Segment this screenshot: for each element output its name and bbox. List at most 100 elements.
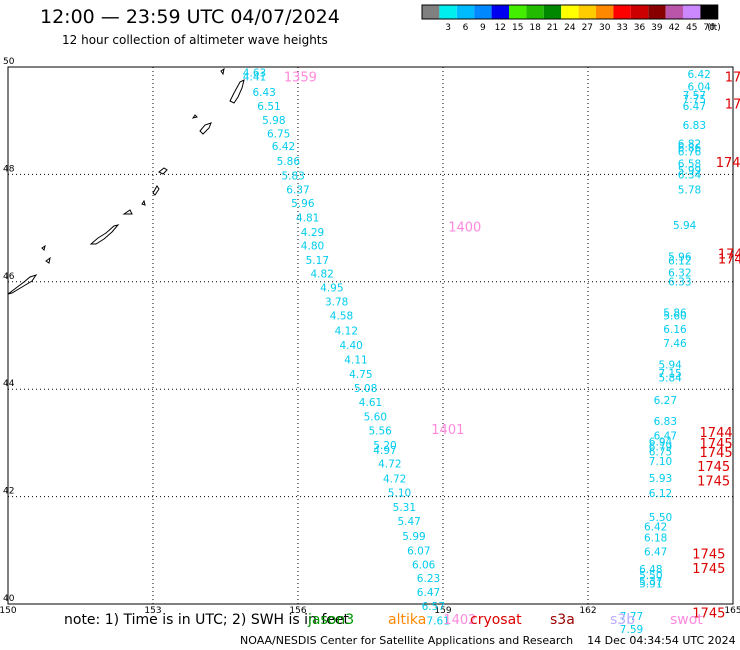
note-text: note: 1) Time is in UTC; 2) SWH is in fe… — [64, 612, 350, 628]
swh-value-cryosat: 5.94 — [658, 359, 682, 371]
map-frame: 150 153 156 159 162 165 40 42 44 46 48 50 — [0, 57, 740, 616]
swh-value-cryosat: 6.83 — [654, 416, 677, 428]
pass-time-label: 1745 — [692, 548, 725, 563]
swh-value-cryosat: 6.04 — [687, 81, 711, 93]
swh-value-cryosat: 6.47 — [644, 546, 667, 558]
pass-time-label: 1401 — [431, 423, 464, 438]
swh-value-cryosat: 6.27 — [654, 395, 677, 407]
swh-value-cryosat: 6.47 — [654, 430, 677, 442]
swh-value-swot: 4.80 — [301, 240, 324, 252]
legend-tick-label: 27 — [582, 23, 593, 33]
footer-credit: NOAA/NESDIS Center for Satellite Applica… — [240, 634, 736, 647]
y-tick-label: 42 — [3, 487, 14, 497]
swh-value-swot: 4.40 — [339, 340, 362, 352]
pass-time-label: 1745 — [700, 446, 733, 461]
coastline-island — [89, 224, 120, 245]
swh-value-swot: 6.75 — [267, 129, 290, 141]
swh-value-swot: 4.12 — [335, 326, 358, 338]
coastline-island — [220, 67, 225, 76]
legend-swatch — [543, 5, 562, 19]
swh-value-swot: 6.47 — [417, 587, 440, 599]
legend-tick-label: 30 — [599, 23, 611, 33]
swh-value-cryosat: 6.42 — [687, 69, 710, 81]
coastline-island — [199, 122, 212, 135]
swh-value-swot: 6.42 — [272, 141, 295, 153]
swh-value-cryosat: 5.99 — [678, 165, 701, 177]
legend-tick-label: 21 — [547, 23, 558, 33]
swh-value-swot: 6.51 — [257, 101, 280, 113]
swh-value-swot: 4.58 — [330, 311, 353, 323]
swh-value-cryosat: 6.86 — [678, 143, 702, 155]
swh-value-cryosat: 5.50 — [649, 512, 672, 524]
x-tick-label: 165 — [724, 606, 740, 616]
credit-text: NOAA/NESDIS Center for Satellite Applica… — [240, 634, 574, 647]
chart-title: 12:00 — 23:59 UTC 04/07/2024 — [40, 6, 340, 28]
x-tick-label: 150 — [0, 606, 17, 616]
swh-value-swot: 5.08 — [354, 383, 377, 395]
chart-subtitle: 12 hour collection of altimeter wave hei… — [62, 33, 328, 47]
pass-time-label: 1745 — [692, 607, 725, 622]
coastline-island — [152, 185, 160, 196]
swh-value-cryosat: 6.58 — [678, 159, 701, 171]
legend-swatch — [491, 5, 509, 19]
swh-value-cryosat: 6.34 — [678, 169, 702, 181]
legend-tick-label: 12 — [495, 23, 506, 33]
swh-value-cryosat: 6.75 — [649, 446, 672, 458]
swh-value-cryosat: 6.47 — [683, 101, 706, 113]
swh-value-swot: 6.37 — [286, 184, 309, 196]
swh-value-swot: 4.72 — [383, 473, 406, 485]
pass-time-label: 1744 — [718, 247, 740, 262]
coastline-mainland — [7, 274, 38, 295]
swh-value-cryosat: 7.75 — [683, 94, 706, 106]
swh-value-swot: 6.06 — [412, 559, 436, 571]
swh-value-cryosat: 5.86 — [663, 307, 687, 319]
swh-value-cryosat: 6.42 — [644, 522, 667, 534]
swh-value-swot: 6.57 — [422, 601, 445, 613]
swh-value-swot: 4.81 — [296, 212, 319, 224]
legend-tick-label: 45 — [686, 23, 697, 33]
swh-value-cryosat: 6.32 — [668, 268, 691, 280]
pass-time-label: 1744 — [718, 253, 740, 268]
legend-swatch — [700, 5, 718, 19]
legend-tick-label: 33 — [616, 23, 627, 33]
swh-value-swot: 5.56 — [368, 426, 392, 438]
satellite-cryosat-label: cryosat — [470, 612, 522, 628]
satellite-s3b-label: s3b — [610, 612, 636, 628]
swh-value-swot: 5.83 — [281, 170, 304, 182]
swh-value-cryosat: 6.48 — [639, 564, 662, 576]
legend-tick-label: 42 — [669, 23, 680, 33]
swh-value-swot: 4.97 — [373, 445, 396, 457]
coastline-island — [158, 167, 168, 175]
satellite-jason3-label: jason3 — [308, 612, 355, 628]
swh-value-cryosat: 6.82 — [678, 138, 701, 150]
satellite-s3a-label: s3a — [550, 612, 575, 628]
legend: 3 6 9 12 15 18 21 24 27 30 33 36 39 42 45 70(ft) — [421, 4, 721, 33]
legend-tick-label: 36 — [634, 23, 646, 33]
swh-value-cryosat: 6.18 — [644, 532, 667, 544]
swh-value-swot: 4.41 — [243, 72, 266, 84]
legend-swatch — [665, 5, 683, 19]
swh-value-swot: 5.96 — [291, 198, 315, 210]
pass-time-label: 1745 — [697, 460, 730, 475]
swh-value-cryosat: 5.93 — [649, 473, 672, 485]
legend-swatch — [422, 5, 440, 19]
swh-value-cryosat: 5.84 — [658, 372, 682, 384]
swh-value-cryosat: 5.91 — [639, 579, 662, 591]
swh-value-swot: 4.61 — [359, 397, 382, 409]
legend-swatch — [509, 5, 527, 19]
x-tick-label: 162 — [579, 606, 596, 616]
pass-time-label: 1400 — [448, 220, 481, 235]
swh-value-swot: 4.29 — [301, 227, 324, 239]
swh-value-swot: 5.17 — [306, 255, 329, 267]
legend-tick-label: 9 — [480, 23, 486, 33]
swh-value-swot: 4.72 — [378, 458, 401, 470]
swh-value-swot: 5.60 — [364, 412, 387, 424]
swh-value-cryosat: 6.12 — [668, 255, 691, 267]
y-tick-label: 48 — [3, 164, 15, 174]
legend-swatch — [474, 5, 492, 19]
legend-swatch — [561, 5, 579, 19]
legend-tick-label: 39 — [651, 23, 663, 33]
legend-swatch — [648, 5, 666, 19]
swh-value-swot: 6.43 — [252, 87, 275, 99]
